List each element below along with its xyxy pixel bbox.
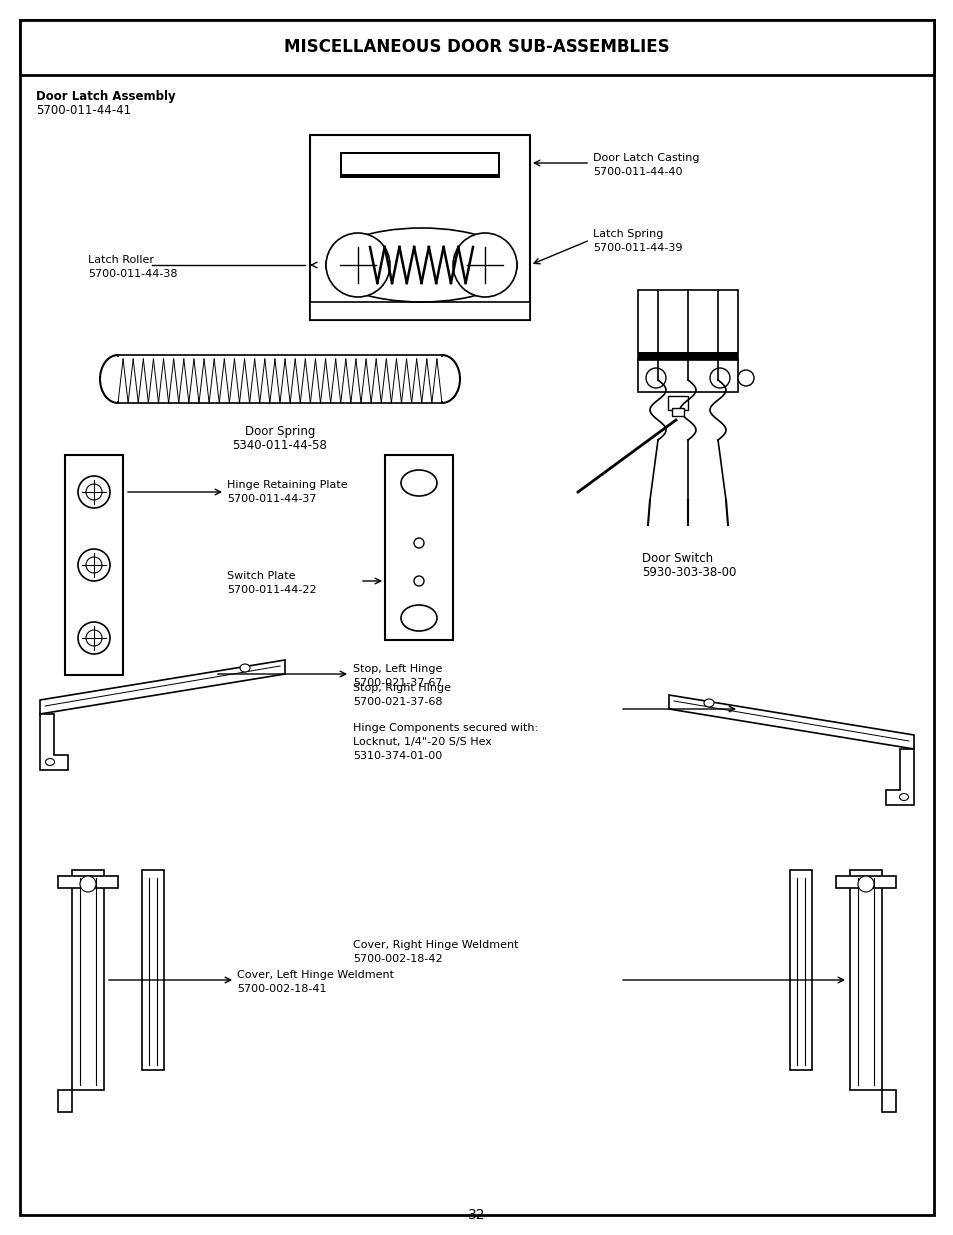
Text: Switch Plate: Switch Plate <box>227 571 295 580</box>
Bar <box>341 154 497 174</box>
Circle shape <box>78 550 110 580</box>
Text: 5700-002-18-41: 5700-002-18-41 <box>236 984 326 994</box>
Ellipse shape <box>46 758 54 766</box>
Text: Hinge Components secured with:: Hinge Components secured with: <box>353 722 537 734</box>
Circle shape <box>78 622 110 655</box>
Circle shape <box>326 233 390 296</box>
Text: Stop, Left Hinge: Stop, Left Hinge <box>353 664 442 674</box>
Circle shape <box>857 876 873 892</box>
Bar <box>339 152 499 178</box>
Text: 5700-011-44-37: 5700-011-44-37 <box>227 494 316 504</box>
Circle shape <box>80 876 96 892</box>
Polygon shape <box>885 748 913 805</box>
Bar <box>142 869 164 1070</box>
Bar <box>671 408 683 416</box>
Circle shape <box>645 368 665 388</box>
Circle shape <box>709 368 729 388</box>
Text: 32: 32 <box>468 1208 485 1221</box>
Text: 5700-011-44-22: 5700-011-44-22 <box>227 585 316 595</box>
Text: 5700-021-37-67: 5700-021-37-67 <box>353 678 442 688</box>
Bar <box>118 354 441 403</box>
Text: 5700-011-44-41: 5700-011-44-41 <box>36 104 131 117</box>
Text: 5700-021-37-68: 5700-021-37-68 <box>353 697 442 706</box>
Text: Door Latch Assembly: Door Latch Assembly <box>36 90 175 103</box>
Ellipse shape <box>240 664 250 672</box>
Text: Stop, Right HInge: Stop, Right HInge <box>353 683 451 693</box>
Text: 5930-303-38-00: 5930-303-38-00 <box>641 566 736 579</box>
Polygon shape <box>58 876 118 888</box>
Polygon shape <box>40 714 68 769</box>
Bar <box>789 869 811 1070</box>
Text: 5340-011-44-58: 5340-011-44-58 <box>233 438 327 452</box>
Text: Cover, Left Hinge Weldment: Cover, Left Hinge Weldment <box>236 969 394 981</box>
Bar <box>310 303 530 320</box>
Text: MISCELLANEOUS DOOR SUB-ASSEMBLIES: MISCELLANEOUS DOOR SUB-ASSEMBLIES <box>284 38 669 56</box>
Text: Latch Spring: Latch Spring <box>593 228 662 240</box>
Bar <box>667 396 687 410</box>
Text: Door Latch Casting: Door Latch Casting <box>593 153 699 163</box>
Circle shape <box>86 557 102 573</box>
Text: 5310-374-01-00: 5310-374-01-00 <box>353 751 442 761</box>
Text: Door Spring: Door Spring <box>245 425 314 438</box>
Ellipse shape <box>703 699 713 706</box>
Text: 5700-011-44-39: 5700-011-44-39 <box>593 243 681 253</box>
Circle shape <box>86 630 102 646</box>
Bar <box>71 869 104 1091</box>
Text: 5700-011-44-40: 5700-011-44-40 <box>593 167 681 177</box>
Circle shape <box>86 484 102 500</box>
Polygon shape <box>668 695 913 748</box>
Text: Door Switch: Door Switch <box>641 552 713 564</box>
Text: Latch Roller: Latch Roller <box>88 254 153 266</box>
Circle shape <box>414 538 423 548</box>
Polygon shape <box>40 659 285 714</box>
Bar <box>638 352 738 359</box>
Bar <box>20 20 933 75</box>
Polygon shape <box>882 1091 895 1112</box>
Bar <box>65 454 123 676</box>
Text: Locknut, 1/4"-20 S/S Hex: Locknut, 1/4"-20 S/S Hex <box>353 737 492 747</box>
Circle shape <box>78 475 110 508</box>
Polygon shape <box>835 876 895 888</box>
Bar <box>638 290 738 359</box>
Circle shape <box>738 370 753 387</box>
Bar <box>849 869 882 1091</box>
Ellipse shape <box>400 605 436 631</box>
Bar <box>385 454 453 640</box>
Text: 5700-011-44-38: 5700-011-44-38 <box>88 269 177 279</box>
Ellipse shape <box>899 794 907 800</box>
Text: 5700-002-18-42: 5700-002-18-42 <box>353 953 442 965</box>
Bar <box>310 135 530 320</box>
Ellipse shape <box>400 471 436 496</box>
Circle shape <box>453 233 517 296</box>
Bar <box>638 359 738 391</box>
Polygon shape <box>58 1091 71 1112</box>
Text: Hinge Retaining Plate: Hinge Retaining Plate <box>227 480 347 490</box>
Circle shape <box>414 576 423 585</box>
Text: Cover, Right Hinge Weldment: Cover, Right Hinge Weldment <box>353 940 518 950</box>
